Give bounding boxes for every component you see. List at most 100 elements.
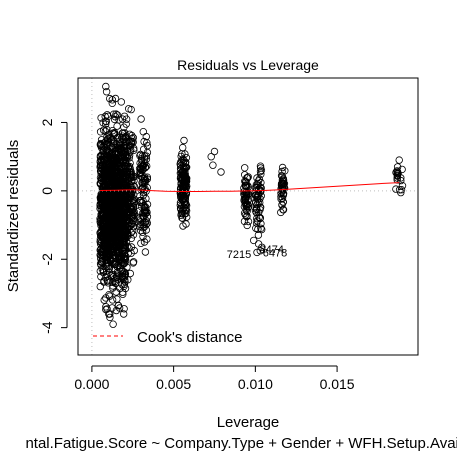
data-point (109, 271, 117, 279)
data-point (397, 176, 405, 185)
point-label: 8474 (259, 244, 283, 256)
data-point (102, 294, 110, 302)
data-point (111, 279, 120, 287)
x-tick-label: 0.000 (74, 376, 109, 392)
data-point (110, 150, 119, 158)
data-point (106, 292, 114, 300)
data-point (397, 185, 406, 194)
data-point (124, 249, 132, 258)
data-point (112, 188, 120, 196)
data-point (252, 204, 261, 212)
data-point (130, 176, 138, 185)
data-point (102, 210, 111, 218)
data-point (398, 181, 407, 190)
data-point (125, 151, 134, 159)
data-point (251, 191, 260, 199)
data-point (180, 136, 188, 145)
data-point (142, 194, 150, 203)
data-point (137, 115, 145, 123)
data-point (111, 94, 120, 103)
data-point (102, 82, 110, 91)
data-point (182, 200, 190, 208)
points-layer (96, 82, 407, 328)
data-point (114, 145, 122, 153)
data-point (118, 133, 126, 142)
data-point (102, 250, 111, 259)
data-point (243, 221, 251, 230)
data-point (102, 263, 111, 271)
data-point (109, 282, 117, 290)
y-axis-label: Standardized residuals (5, 140, 22, 293)
data-point (251, 199, 260, 207)
data-point (98, 193, 107, 201)
data-point (100, 170, 109, 178)
data-point (124, 276, 132, 284)
data-point (103, 205, 112, 213)
data-point (112, 185, 121, 194)
data-point (137, 196, 145, 205)
data-point (249, 236, 258, 245)
data-point (119, 310, 128, 318)
data-point (113, 122, 121, 130)
data-point (120, 268, 129, 276)
data-point (130, 195, 138, 203)
data-point (136, 226, 145, 235)
data-point (129, 133, 137, 142)
data-point (107, 155, 115, 164)
data-point (243, 174, 251, 182)
data-point (113, 111, 122, 119)
data-point (179, 167, 187, 176)
data-point (138, 178, 146, 187)
data-point (119, 154, 128, 162)
data-point (242, 213, 251, 221)
data-point (140, 159, 149, 167)
data-point (181, 150, 189, 158)
data-point (115, 195, 124, 204)
data-point (100, 277, 108, 285)
point-label: 6478 (263, 247, 287, 259)
data-point (112, 306, 121, 315)
data-point (123, 204, 131, 213)
data-point (103, 238, 111, 247)
data-point (118, 261, 126, 269)
data-point (141, 164, 149, 172)
data-point (113, 262, 121, 270)
lines-layer (78, 78, 418, 355)
data-point (242, 182, 250, 190)
data-point (99, 161, 107, 170)
data-point (109, 284, 117, 292)
data-point (141, 218, 150, 227)
data-point (255, 185, 263, 193)
data-point (123, 263, 131, 271)
data-point (115, 255, 124, 263)
data-point (99, 223, 107, 231)
data-point (104, 134, 112, 143)
data-point (104, 234, 112, 243)
data-point (392, 185, 400, 193)
data-point (102, 87, 111, 96)
data-point (96, 282, 104, 291)
data-point (138, 228, 147, 236)
data-point (111, 177, 120, 186)
y-tick-label: 2 (39, 118, 55, 126)
data-point (102, 117, 110, 126)
data-point (254, 231, 263, 239)
data-point (117, 98, 125, 106)
data-point (398, 165, 406, 174)
data-point (258, 243, 266, 251)
data-point (278, 167, 286, 176)
data-point (255, 213, 263, 221)
data-point (97, 114, 105, 122)
data-point (143, 235, 151, 243)
data-point (101, 112, 109, 121)
data-point (253, 248, 261, 257)
data-point (103, 125, 111, 134)
data-point (143, 200, 152, 209)
data-point (242, 178, 250, 186)
smooth-fit-line (100, 182, 400, 192)
data-point (106, 255, 115, 264)
data-point (253, 200, 261, 209)
data-point (136, 218, 145, 226)
point-label: 7215 (227, 249, 251, 261)
data-point (177, 152, 185, 161)
